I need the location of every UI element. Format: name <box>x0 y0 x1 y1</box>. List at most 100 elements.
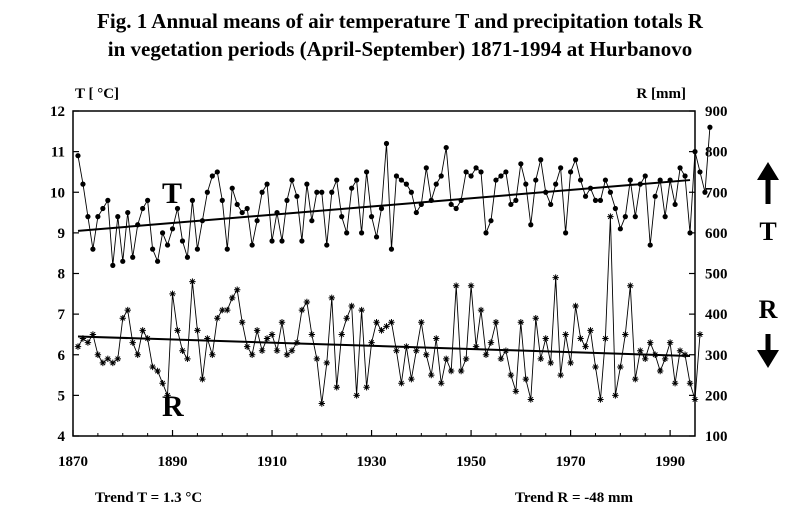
series-r-point <box>358 306 365 314</box>
series-t-point <box>533 177 539 183</box>
series-t-point <box>349 185 355 191</box>
series-r-point <box>642 355 649 363</box>
series-t-point <box>169 226 176 232</box>
series-t-point <box>130 254 136 260</box>
series-t-point <box>388 246 395 252</box>
series-t-point <box>164 242 171 248</box>
x-ticks: 1870 1890 1910 1930 1950 1970 1990 <box>58 430 685 470</box>
series-t-point <box>572 157 579 163</box>
series-r-point <box>681 351 689 358</box>
series-t-point <box>508 201 514 208</box>
series-r-point <box>467 282 475 289</box>
series-r-point <box>268 331 276 338</box>
y-right-tick-label: 400 <box>705 307 728 323</box>
series-t-point <box>115 214 121 220</box>
series-t-point <box>468 173 474 179</box>
series-r-point <box>512 388 520 395</box>
x-tick-label: 1990 <box>655 454 685 470</box>
series-r-point <box>94 351 102 358</box>
series-t-point <box>274 209 280 216</box>
side-label-t: T <box>759 217 776 246</box>
y-right-tick-label: 900 <box>705 104 728 120</box>
series-t-label: T <box>162 177 182 210</box>
series-t-point <box>612 205 618 212</box>
series-t-point <box>498 173 504 179</box>
series-r-point <box>656 367 664 375</box>
series-t-point <box>647 242 653 248</box>
series-t-point <box>174 205 181 212</box>
series-r-point <box>258 347 266 354</box>
series-r-point <box>632 375 639 383</box>
figure-title-line1: Fig. 1 Annual means of air temperature T… <box>97 9 704 33</box>
series-r-point <box>542 335 549 342</box>
series-t-point <box>597 197 604 203</box>
arrow-down-icon <box>757 334 779 368</box>
series-t-point <box>493 177 499 183</box>
series-t-point <box>378 205 385 212</box>
series-r-point <box>353 392 360 399</box>
series-r-point <box>423 351 430 358</box>
y-left-tick-label: 9 <box>58 226 66 242</box>
series-r-point <box>318 400 325 407</box>
series-t-point <box>199 218 205 224</box>
series-t-point <box>443 144 449 151</box>
series-r-point <box>234 286 241 293</box>
x-tick-label: 1930 <box>357 454 387 470</box>
y-right-tick-label: 800 <box>705 145 728 161</box>
series-t-point <box>667 177 673 183</box>
series-t-point <box>488 218 494 224</box>
series-t-point <box>418 201 424 208</box>
series-r-point <box>428 371 435 379</box>
series-r-point <box>129 339 136 346</box>
series-t-point <box>214 169 220 175</box>
series-t-point <box>249 242 255 248</box>
x-tick-label: 1870 <box>58 454 88 470</box>
series-r-point <box>691 396 699 403</box>
series-r-point <box>214 314 221 322</box>
series-t-point <box>682 173 688 179</box>
series-r-point <box>179 347 186 354</box>
series-t-point <box>269 238 275 244</box>
series-t-point <box>478 169 484 175</box>
series-t-point <box>513 197 519 203</box>
series-r-point <box>278 319 286 326</box>
series-r-point <box>139 327 146 334</box>
series-t-point <box>473 165 479 171</box>
series-r-point <box>323 359 330 367</box>
series-r-point <box>502 347 510 354</box>
y-right-tick-label: 100 <box>705 429 728 445</box>
series-r-point <box>651 351 659 358</box>
series-t-point <box>110 262 116 268</box>
series-t-point <box>344 230 350 236</box>
series-t-point <box>692 149 698 155</box>
series-t-point <box>264 181 270 187</box>
series-r-point <box>124 306 131 314</box>
series-t-point <box>184 254 191 260</box>
series-t-point <box>483 230 489 236</box>
y-right-tick-label: 300 <box>705 348 728 364</box>
series-r-point <box>612 392 619 399</box>
series-r-point <box>418 319 425 326</box>
series-r-point <box>517 319 525 326</box>
y-right-ticks: 100 200 300 400 500 600 700 800 900 <box>689 104 728 445</box>
y-right-axis-label: R [mm] <box>636 86 686 102</box>
series-r-point <box>373 319 380 326</box>
y-right-tick-label: 500 <box>705 267 728 283</box>
series-r-point <box>84 339 92 346</box>
series-t-point <box>403 181 409 187</box>
series-r-point <box>686 379 694 387</box>
series-r-point <box>224 306 231 314</box>
series-r-point <box>79 335 87 342</box>
series-r-point <box>189 278 196 285</box>
series-t-point <box>363 169 370 175</box>
series-r-point <box>671 379 679 387</box>
series-r-point <box>313 355 321 363</box>
y-left-axis-label: T [ °C] <box>75 86 119 102</box>
series-t-point <box>553 181 559 187</box>
series-t-point <box>592 197 599 203</box>
series-t-point <box>408 189 414 195</box>
series-r-point <box>343 314 350 322</box>
series-r-point <box>184 355 191 363</box>
series-t-point <box>677 165 683 171</box>
series-r-point <box>368 339 375 346</box>
